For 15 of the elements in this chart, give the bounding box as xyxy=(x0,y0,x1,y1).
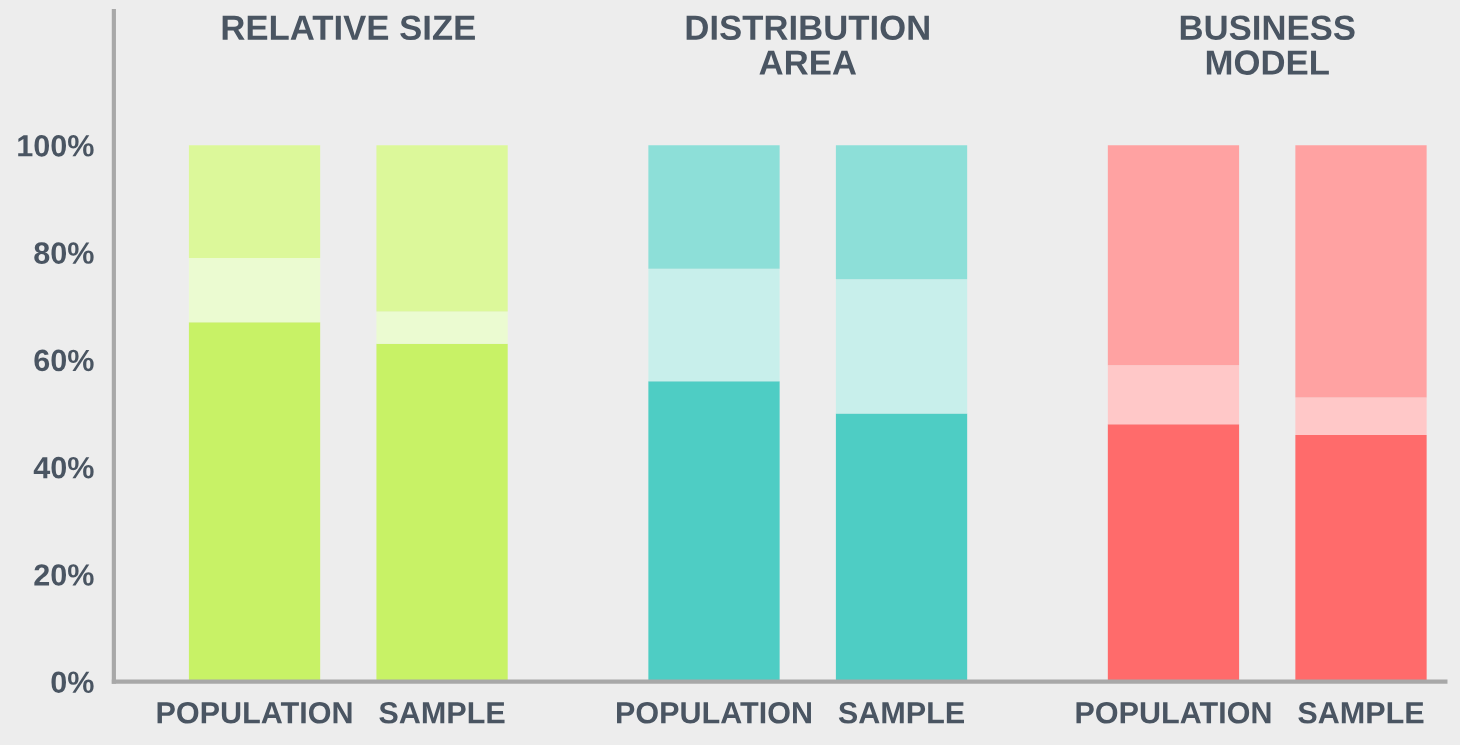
y-tick-label: 0% xyxy=(51,671,94,694)
x-tick-label: SAMPLE xyxy=(838,701,965,724)
x-tick-label: SAMPLE xyxy=(1298,701,1424,724)
y-tick-label: 60% xyxy=(34,349,94,372)
x-tick-label: POPULATION xyxy=(1076,701,1271,724)
y-tick-label: 20% xyxy=(34,564,94,586)
annotation: DISTRIBUTION AREA xyxy=(686,15,929,75)
x-tick-label: POPULATION xyxy=(617,701,811,724)
x-tick-label: POPULATION xyxy=(157,701,352,724)
y-tick-label: 40% xyxy=(33,456,94,479)
y-tick-label: 80% xyxy=(34,242,94,264)
y-tick-label: 100% xyxy=(18,135,94,157)
x-tick-label: SAMPLE xyxy=(379,701,505,724)
annotation: BUSINESS MODEL xyxy=(1180,15,1355,75)
annotation: RELATIVE SIZE xyxy=(222,15,475,41)
